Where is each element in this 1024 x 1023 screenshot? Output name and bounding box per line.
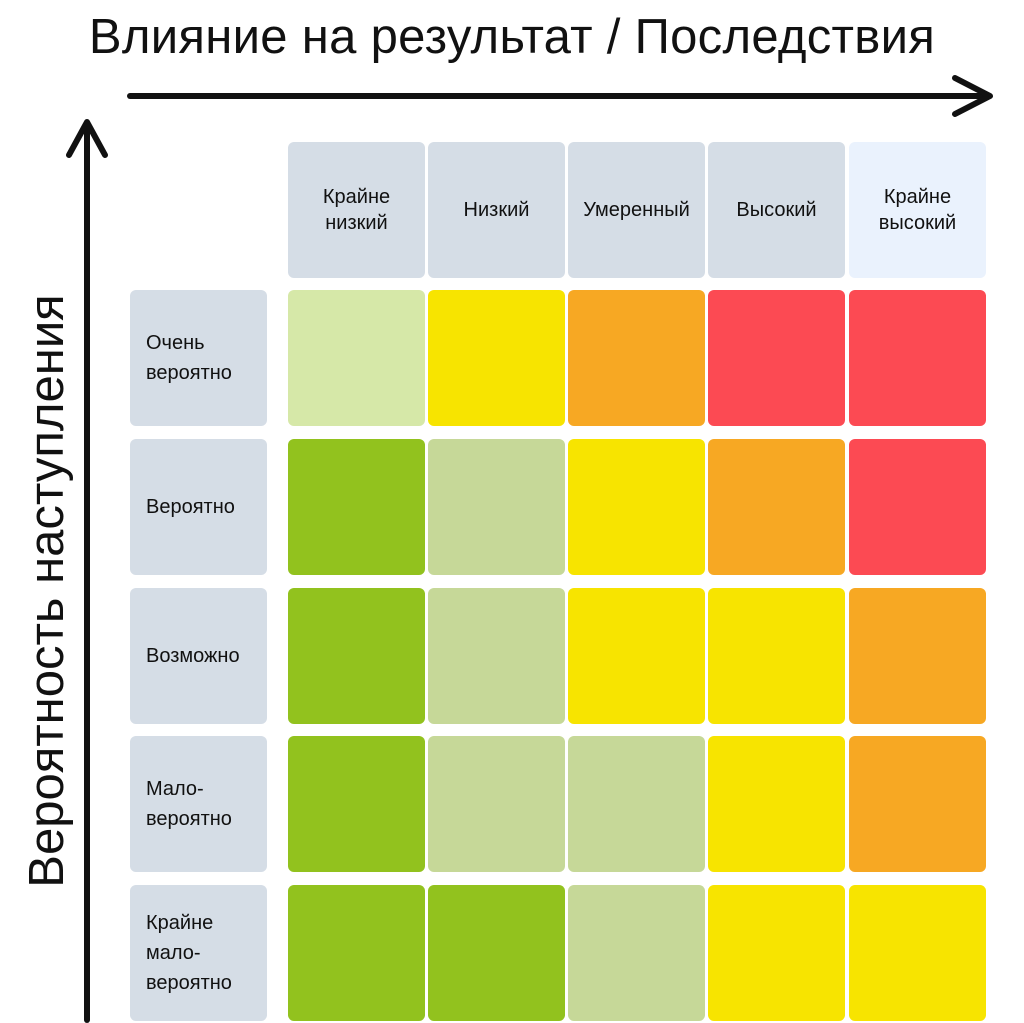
column-header-label: Высокий [736, 199, 817, 221]
risk-cell [708, 885, 845, 1021]
risk-cell [849, 588, 986, 724]
row-header: Очень вероятно [130, 290, 267, 426]
column-header-label: Крайне высокий [878, 186, 957, 234]
column-header: Крайне высокий [849, 142, 986, 278]
risk-cell [568, 290, 705, 426]
risk-cell [288, 439, 425, 575]
column-header: Высокий [708, 142, 845, 278]
risk-cell [708, 290, 845, 426]
impact-axis-title: Влияние на результат / Последствия [88, 10, 936, 64]
risk-cell [849, 885, 986, 1021]
row-header-label: Крайне мало- вероятно [146, 912, 232, 994]
risk-cell [568, 736, 705, 872]
row-header: Крайне мало- вероятно [130, 885, 267, 1021]
column-header-label: Крайне низкий [322, 186, 391, 234]
row-header: Возможно [130, 588, 267, 724]
row-header-label: Мало- вероятно [146, 778, 232, 830]
column-header: Крайне низкий [288, 142, 425, 278]
risk-cell [428, 588, 565, 724]
risk-cell [568, 439, 705, 575]
vertical-arrow-icon [66, 119, 108, 1023]
risk-cell [288, 736, 425, 872]
risk-cell [708, 439, 845, 575]
row-header-label: Вероятно [146, 496, 235, 518]
risk-cell [288, 885, 425, 1021]
risk-cell [568, 885, 705, 1021]
row-header: Мало- вероятно [130, 736, 267, 872]
risk-cell [708, 588, 845, 724]
risk-cell [428, 439, 565, 575]
row-header-label: Очень вероятно [146, 332, 232, 384]
risk-cell [288, 588, 425, 724]
risk-cell [428, 290, 565, 426]
risk-cell [428, 885, 565, 1021]
risk-cell [708, 736, 845, 872]
column-header: Низкий [428, 142, 565, 278]
risk-cell [568, 588, 705, 724]
risk-cell [849, 736, 986, 872]
column-header-label: Умеренный [583, 199, 690, 221]
risk-cell [288, 290, 425, 426]
horizontal-arrow-icon [127, 75, 993, 117]
risk-cell [849, 290, 986, 426]
row-header: Вероятно [130, 439, 267, 575]
risk-cell [849, 439, 986, 575]
column-header: Умеренный [568, 142, 705, 278]
row-header-label: Возможно [146, 645, 240, 667]
column-header-label: Низкий [463, 199, 530, 221]
risk-cell [428, 736, 565, 872]
